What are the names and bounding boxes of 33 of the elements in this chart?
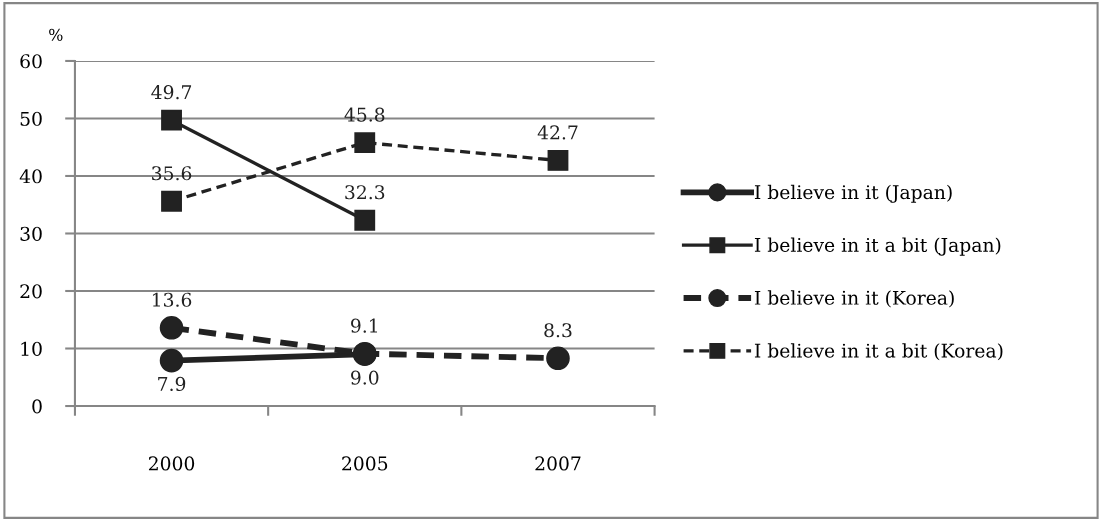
point — [547, 150, 569, 171]
point — [161, 109, 182, 131]
point — [354, 209, 376, 231]
point — [159, 315, 184, 340]
data-label: 42.7 — [537, 125, 578, 140]
data-label: 7.9 — [158, 376, 186, 392]
data-label: 9.1 — [351, 318, 378, 333]
y-tick-label: 30 — [20, 226, 42, 241]
legend-label: I believe in it (Korea) — [754, 290, 954, 308]
point — [354, 132, 376, 154]
x-tick-label: 2000 — [148, 456, 195, 471]
data-label: 9.0 — [351, 370, 379, 385]
data-label: 45.8 — [344, 107, 385, 122]
legend-label: I believe in it (Japan) — [754, 184, 952, 203]
legend-label: I believe in it a bit (Korea) — [754, 343, 1003, 361]
point — [161, 190, 182, 212]
data-label: 35.6 — [152, 166, 192, 181]
y-axis-title: % — [49, 28, 63, 41]
y-tick-label: 40 — [19, 169, 42, 184]
y-tick-label: 20 — [20, 284, 42, 299]
x-tick-label: 2007 — [535, 456, 581, 471]
data-label: 13.6 — [152, 292, 192, 307]
y-tick-label: 50 — [20, 111, 42, 126]
y-tick-label: 0 — [32, 399, 42, 414]
legend-label: I believe in it a bit (Japan) — [754, 237, 1001, 256]
data-label: 32.3 — [345, 185, 385, 200]
data-label: 8.3 — [544, 323, 572, 338]
point — [159, 348, 184, 373]
data-label: 49.7 — [151, 85, 192, 100]
point — [546, 346, 570, 371]
y-tick-label: 10 — [21, 341, 42, 356]
x-tick-label: 2005 — [342, 456, 388, 471]
y-tick-label: 60 — [20, 54, 42, 69]
